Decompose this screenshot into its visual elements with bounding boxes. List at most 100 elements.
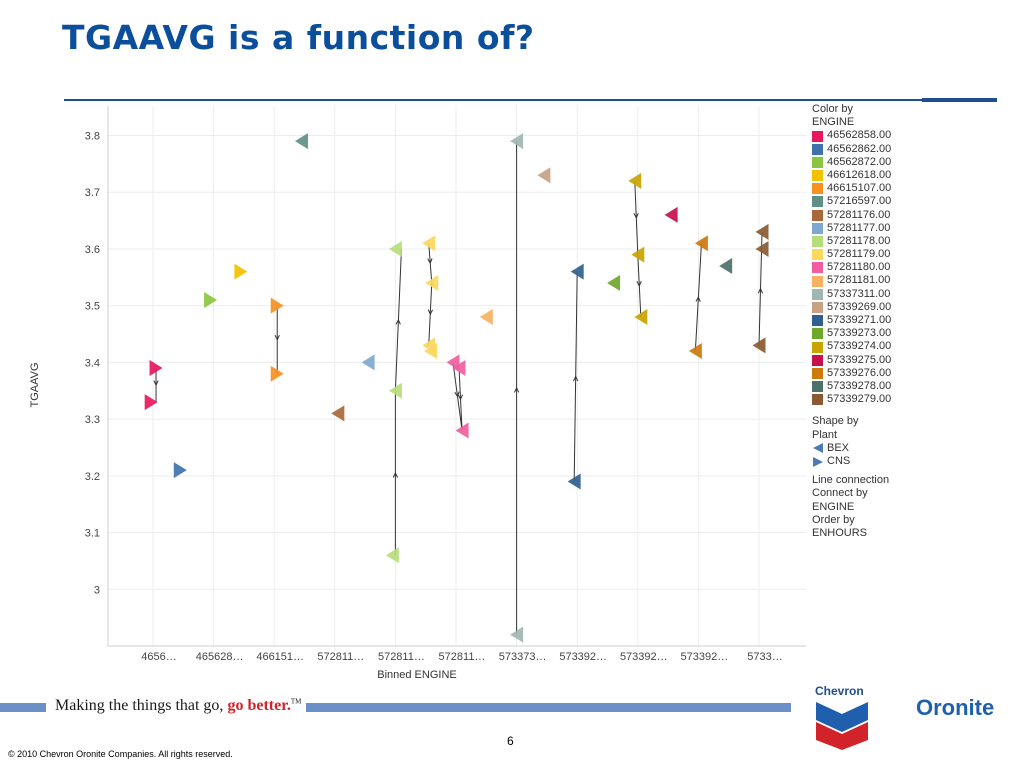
data-point — [144, 394, 158, 411]
legend-swatch — [812, 381, 823, 393]
legend-shape-title-1: Shape by — [812, 415, 859, 428]
legend-item: 46562862.00 — [812, 143, 891, 156]
legend-label: 57281180.00 — [827, 261, 891, 274]
legend-item: 57281179.00 — [812, 248, 891, 261]
connection-arrow — [454, 391, 460, 398]
data-point — [270, 365, 284, 382]
data-point — [607, 274, 621, 291]
data-point — [510, 626, 524, 643]
y-tick-label: 3.5 — [85, 301, 100, 313]
data-point — [422, 235, 436, 252]
legend-label: 57281178.00 — [827, 234, 891, 247]
connection-arrow — [392, 471, 399, 478]
y-tick-label: 3.2 — [85, 471, 100, 483]
data-point — [634, 309, 648, 326]
legend-shape-item: BEX — [812, 442, 891, 455]
data-point — [537, 167, 551, 184]
legend-label: 46562858.00 — [827, 129, 892, 142]
oronite-brand: Oronite — [916, 695, 995, 720]
data-point — [755, 240, 769, 257]
data-point — [510, 133, 524, 150]
legend-swatch — [812, 275, 823, 287]
data-points — [144, 133, 769, 643]
legend-label: 57337311.00 — [827, 287, 891, 300]
legend-swatch — [812, 222, 823, 234]
legend-line-text: Line connection — [812, 474, 890, 487]
data-point — [567, 473, 581, 490]
x-tick-label: 572811… — [378, 651, 425, 663]
legend-label: 57281179.00 — [827, 248, 891, 261]
legend-label: 57339279.00 — [827, 393, 892, 406]
x-tick-label: 573373… — [499, 651, 547, 663]
x-tick-label: 573392… — [681, 651, 729, 663]
legend-label: 57281181.00 — [827, 274, 891, 287]
y-tick-label: 3.4 — [85, 357, 100, 369]
connection-arrow — [457, 394, 463, 401]
legend-item: 46612618.00 — [812, 169, 891, 182]
data-point — [294, 133, 308, 150]
slide-title: TGAAVG is a function of? — [62, 18, 535, 57]
legend-item: 57339271.00 — [812, 314, 891, 327]
legend-item: 57216597.00 — [812, 195, 891, 208]
x-tick-label: 4656… — [141, 651, 176, 663]
legend-item: 57339276.00 — [812, 367, 891, 380]
connection-arrow — [695, 296, 701, 302]
legend-label: 46562872.00 — [827, 155, 892, 168]
connection-arrow — [757, 287, 764, 294]
y-axis-label: TGAAVG — [29, 362, 41, 407]
legend-line-text: Connect by — [812, 487, 868, 500]
data-point — [694, 235, 708, 252]
connection-arrow — [633, 212, 639, 219]
x-tick-label: 573392… — [620, 651, 668, 663]
legend-color-title-2: ENGINE — [812, 116, 855, 129]
copyright: © 2010 Chevron Oronite Companies. All ri… — [8, 749, 233, 759]
x-tick-label: 465628… — [196, 651, 244, 663]
legend-shape-label: BEX — [827, 441, 850, 454]
data-point — [385, 547, 399, 564]
connection-arrow — [513, 386, 520, 393]
data-point — [173, 462, 187, 479]
legend-shape-items: BEX CNS — [812, 442, 891, 468]
legend-item: 46562872.00 — [812, 156, 891, 169]
legend-item: 46562858.00 — [812, 129, 891, 142]
triangle-right-icon — [813, 456, 823, 467]
legend-label: 57339276.00 — [827, 366, 892, 379]
legend-item: 57339269.00 — [812, 301, 891, 314]
data-point — [688, 343, 702, 360]
data-point — [452, 360, 466, 377]
chevron-brand: Chevron — [815, 684, 864, 698]
data-point — [455, 422, 469, 439]
data-point — [570, 263, 584, 280]
title-rule — [64, 99, 922, 101]
triangle-left-icon — [813, 443, 823, 454]
chevron-logo-icon — [816, 702, 868, 750]
connection-arrow — [395, 318, 401, 325]
legend-line-text: Order by — [812, 513, 855, 526]
x-tick-label: 573392… — [559, 651, 607, 663]
legend-swatch — [812, 249, 823, 261]
legend-item: 57339279.00 — [812, 393, 891, 406]
legend-swatch — [812, 328, 823, 340]
legend-swatch — [812, 130, 823, 142]
legend-swatch — [812, 262, 823, 274]
legend-label: 57339274.00 — [827, 340, 892, 353]
x-tick-label: 466151… — [256, 651, 304, 663]
y-tick-label: 3.3 — [85, 414, 100, 426]
legend-swatch — [812, 196, 823, 208]
legend-color-items: 46562858.00 46562862.00 46562872.00 4661261… — [812, 129, 891, 406]
y-tick-label: 3.6 — [85, 244, 100, 256]
data-point — [270, 297, 284, 314]
legend-item: 57281180.00 — [812, 261, 891, 274]
legend-item: 57281181.00 — [812, 274, 891, 287]
legend-label: 57339271.00 — [827, 314, 892, 327]
legend-line-text: ENGINE — [812, 500, 855, 513]
legend-swatch — [812, 354, 823, 366]
data-point — [424, 343, 438, 360]
data-point — [752, 337, 766, 354]
legend: Color by ENGINE 46562858.00 46562862.00 46… — [812, 103, 891, 540]
footer-bar-left — [0, 703, 46, 712]
data-point — [204, 291, 218, 308]
data-point — [149, 360, 163, 377]
legend-swatch — [812, 156, 823, 168]
slogan-accent: go better. — [227, 697, 291, 714]
